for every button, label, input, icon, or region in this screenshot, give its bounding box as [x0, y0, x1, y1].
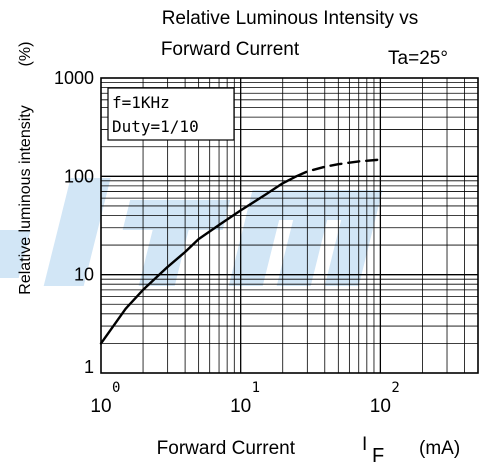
x-tick-exponent: 1	[252, 380, 260, 396]
x-axis-unit: (mA)	[419, 438, 460, 459]
y-tick-label: 1	[84, 357, 94, 377]
legend-frequency: f=1KHz	[112, 93, 170, 112]
x-axis-label: Forward Current	[157, 438, 296, 459]
y-tick-label: 1000	[54, 68, 94, 88]
series-line-solid	[99, 175, 298, 345]
y-tick-label: 10	[74, 265, 94, 285]
legend-box: f=1KHz Duty=1/10	[107, 87, 235, 141]
legend-frame	[107, 87, 235, 141]
legend-duty: Duty=1/10	[112, 117, 199, 136]
y-axis-label: Relative luminous intensity	[17, 105, 34, 294]
chart-title-line1: Relative Luminous Intensity vs	[162, 8, 419, 29]
x-axis-symbol: I	[362, 434, 367, 455]
watermark-logo	[0, 178, 383, 286]
series-line-dashed	[295, 158, 382, 178]
temperature-condition: Ta=25°	[388, 48, 448, 69]
x-axis-subscript: F	[372, 445, 384, 464]
y-axis-unit: (%)	[17, 42, 34, 67]
plot-frame	[100, 77, 479, 374]
x-tick-base: 10	[230, 396, 251, 417]
x-tick-base: 10	[90, 396, 111, 417]
x-tick-exponent: 0	[112, 380, 120, 396]
x-tick-exponent: 2	[391, 380, 399, 396]
x-tick-base: 10	[370, 396, 391, 417]
chart-title-line2: Forward Current	[161, 39, 300, 60]
y-tick-label: 100	[64, 166, 94, 186]
